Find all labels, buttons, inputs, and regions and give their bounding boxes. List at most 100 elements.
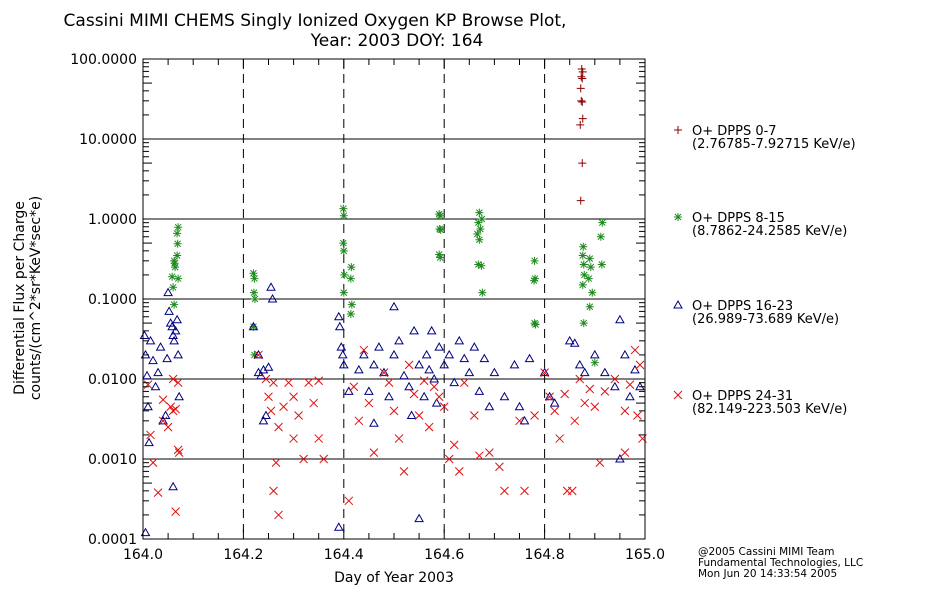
triangle-mark [610,381,620,391]
cross-mark [585,384,595,394]
legend-plus-icon [674,126,682,134]
cross-mark [266,406,276,416]
data-point [379,367,389,377]
data-point [150,381,161,391]
data-point [374,342,384,351]
triangle-mark [169,335,179,345]
data-point [449,440,459,450]
triangle-mark [673,299,683,309]
triangle-mark [333,522,344,531]
data-point [635,360,645,370]
asterisk-mark [475,208,484,217]
data-point [170,259,179,268]
data-point [434,342,445,351]
data-point [531,274,540,283]
data-point [261,374,271,384]
triangle-mark [164,306,174,315]
asterisk-mark [339,288,348,297]
data-point [409,389,419,399]
data-point [436,253,445,262]
cross-mark [344,496,354,506]
asterisk-mark [474,260,483,269]
series-asterisk [168,204,607,367]
asterisk-mark [169,283,178,292]
data-point [168,330,178,339]
legend-cross-icon [673,390,683,400]
y-tick-label: 1.0000 [88,212,137,228]
cross-mark [625,380,635,389]
data-point [170,325,181,335]
chart-title-line1: Cassini MIMI CHEMS Singly Ionized Oxygen… [64,11,567,31]
triangle-mark [369,418,379,427]
triangle-mark [574,359,585,369]
triangle-mark [569,338,580,347]
triangle-mark [374,342,384,351]
triangle-mark [170,325,181,335]
data-point [171,404,180,414]
data-point [173,378,183,388]
data-point [578,159,587,168]
data-point [394,335,404,345]
data-point [439,402,449,412]
asterisk-mark [598,218,607,227]
cross-mark [146,430,155,440]
data-point [585,254,594,263]
data-point [475,235,484,244]
plus-mark [577,96,586,105]
legend-series-name: O+ DPPS 8-15 [692,211,785,226]
data-point [143,401,153,411]
footer-company: Fundamental Technologies, LLC [698,557,863,569]
cross-mark [289,434,298,443]
triangle-mark [369,359,379,369]
data-point [578,98,587,107]
triangle-mark [519,415,530,425]
data-point [464,367,475,377]
data-point [163,287,173,297]
triangle-mark [144,437,154,447]
triangle-mark [173,349,184,359]
data-point [585,302,594,311]
data-point [578,251,587,260]
cross-mark [550,406,559,416]
cross-mark [404,360,414,370]
asterisk-mark [170,300,179,309]
triangle-mark [419,391,429,401]
cross-mark [620,406,630,416]
data-point [343,386,354,395]
cross-mark [595,458,605,468]
data-point [414,411,424,420]
data-point [459,378,469,388]
asterisk-mark [530,256,539,265]
data-point [570,416,580,426]
triangle-mark [353,364,364,374]
asterisk-mark [579,242,588,251]
x-axis-label: Day of Year 2003 [334,570,454,586]
data-point [576,196,585,205]
data-point [155,342,166,351]
triangle-mark [444,349,455,359]
cross-mark [168,374,178,384]
data-point [289,434,298,443]
cross-mark [520,486,529,496]
triangle-mark [384,391,394,401]
data-point [146,430,155,440]
cross-mark [319,454,329,464]
data-point [168,272,177,281]
y-axis-label-line1: Differential Flux per Charge [12,201,28,395]
triangle-mark [343,386,354,395]
plus-mark [578,159,587,168]
data-points [139,64,647,537]
triangle-mark [266,282,276,291]
asterisk-mark [170,256,179,265]
asterisk-mark [436,253,445,262]
data-point [479,353,490,363]
data-point [588,288,597,297]
data-point [171,507,180,516]
triangle-mark [439,359,450,369]
data-point [339,211,348,220]
data-point [600,387,610,396]
legend: O+ DPPS 0-7(2.76785-7.92715 KeV/e) O+ DPP… [673,124,856,417]
series-cross [143,345,647,520]
triangle-mark [263,362,274,371]
asterisk-mark [579,319,588,328]
